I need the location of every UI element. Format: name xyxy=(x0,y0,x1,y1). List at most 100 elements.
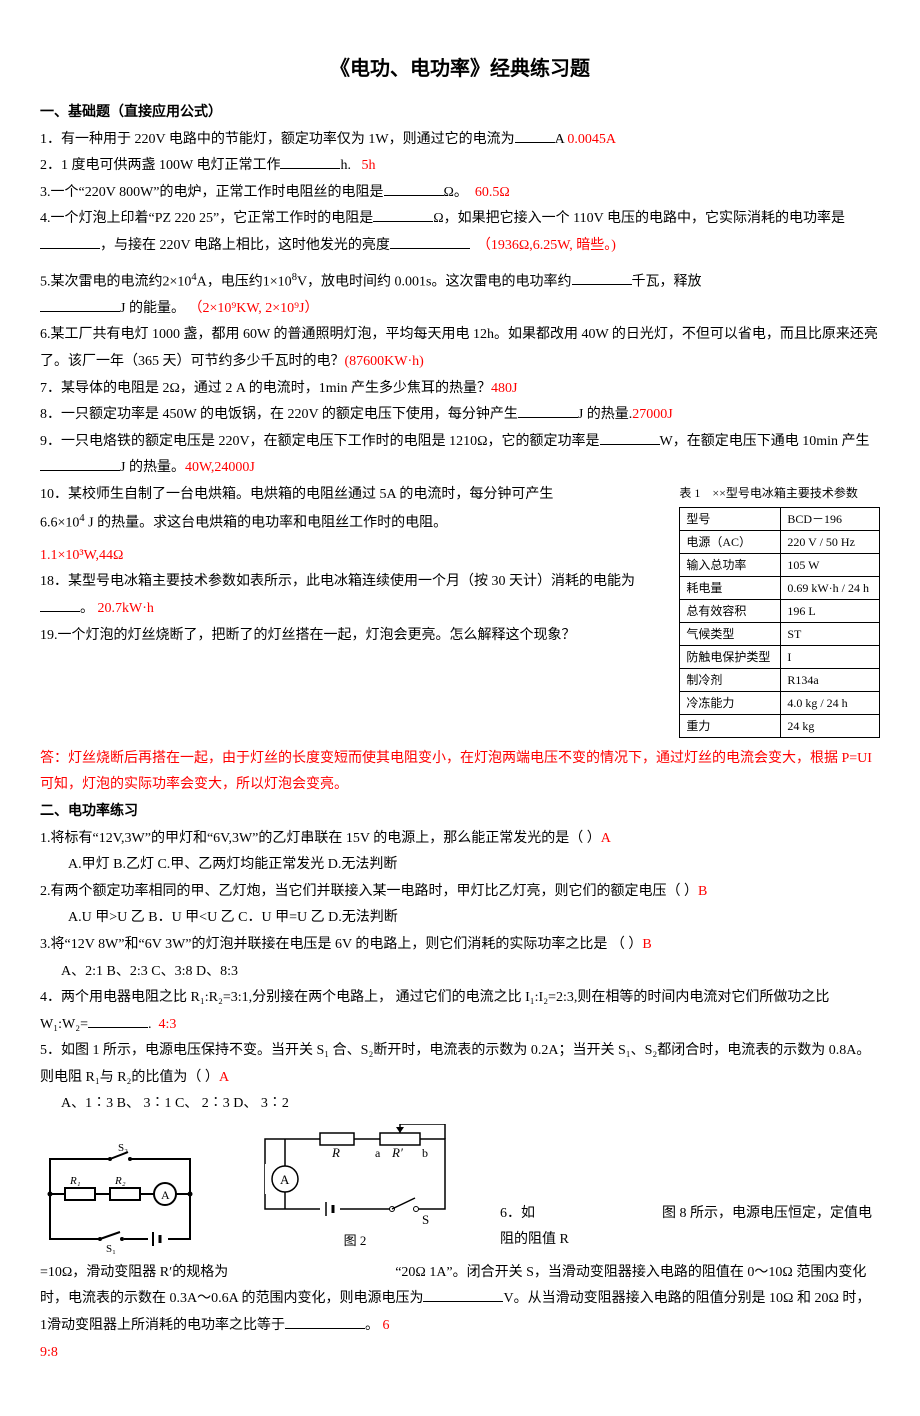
q5-text-d: 千瓦，释放 xyxy=(632,274,702,289)
s2q2-ans: B xyxy=(698,884,707,899)
q5-exp2a: 1×10 xyxy=(263,274,292,289)
c2-pa-label: a xyxy=(375,1146,381,1160)
blank xyxy=(572,270,632,285)
table-cell: 220 V / 50 Hz xyxy=(781,530,880,553)
s2-q3: 3.将“12V 8W”和“6V 3W”的灯泡并联接在电压是 6V 的电路上，则它… xyxy=(40,932,880,985)
q10-exp-a: 6.6×10 xyxy=(40,515,79,530)
table-cell: 耗电量 xyxy=(680,576,781,599)
s1-q2: 2．1 度电可供两盏 100W 电灯正常工作h. 5h xyxy=(40,153,880,180)
q9-ans: 40W,24000J xyxy=(185,460,255,475)
table-cell: ST xyxy=(781,622,880,645)
circuit-2: A R a R′ b xyxy=(250,1124,460,1229)
table-row: 型号BCD－196 xyxy=(680,507,880,530)
blank xyxy=(280,154,340,169)
q4-text-b: Ω，如果把它接入一个 110V 电压的电路中，它实际消耗的电功率是 xyxy=(433,211,845,226)
blank xyxy=(423,1287,503,1302)
s2q4-ans: 4:3 xyxy=(158,1017,176,1032)
s2-q4: 4．两个用电器电阻之比 R₁:R₂=3:1,分别接在两个电路上， 通过它们的电流… xyxy=(40,985,880,1038)
s1-q4: 4.一个灯泡上印着“PZ 220 25”，它正常工作时的电阻是 Ω，如果把它接入一… xyxy=(40,206,880,259)
table-row: 冷冻能力4.0 kg / 24 h xyxy=(680,691,880,714)
q10-text-a: 10．某校师生自制了一台电烘箱。电烘箱的电阻丝通过 5A 的电流时，每分钟可产生 xyxy=(40,487,553,502)
s2q4-text-b: . xyxy=(148,1017,152,1032)
s2q6-ans: 6 xyxy=(383,1318,390,1333)
q9-text-c: J 的热量。 xyxy=(120,460,185,475)
q4-text-c: ，与接在 220V 电路上相比，这时他发光的亮度 xyxy=(100,238,390,253)
c2-pb-label: b xyxy=(422,1146,428,1160)
spec-table-wrap: 表 1 ××型号电冰箱主要技术参数 型号BCD－196电源（AC）220 V /… xyxy=(679,482,880,738)
s2q6-text-a: =10Ω，滑动变阻器 R′的规格为 xyxy=(40,1265,228,1280)
s2q6-mid: 图 8 所示，电源电压恒定，定值电阻的阻值 R xyxy=(500,1206,872,1248)
s1-q7: 7．某导体的电阻是 2Ω，通过 2 A 的电流时，1min 产生多少焦耳的热量？… xyxy=(40,376,880,403)
c2-s-label: S xyxy=(422,1212,429,1227)
s1-q5: 5.某次雷电的电流约2×104A，电压约1×108V，放电时间约 0.001s。… xyxy=(40,268,880,323)
table-cell: 型号 xyxy=(680,507,781,530)
table-cell: BCD－196 xyxy=(781,507,880,530)
table-cell: 防触电保护类型 xyxy=(680,645,781,668)
s2q3-opts: A、2:1 B、2:3 C、3:8 D、8:3 xyxy=(40,959,880,986)
table-cell: 制冷剂 xyxy=(680,668,781,691)
s1-q8: 8．一只额定功率是 450W 的电饭锅，在 220V 的额定电压下使用，每分钟产… xyxy=(40,402,880,429)
q3-text-a: 3.一个“220V 800W”的电炉，正常工作时电阻丝的电阻是 xyxy=(40,185,384,200)
q4-text-a: 4.一个灯泡上印着“PZ 220 25”，它正常工作时的电阻是 xyxy=(40,211,373,226)
table-row: 输入总功率105 W xyxy=(680,553,880,576)
q3-ans: 60.5Ω xyxy=(475,185,510,200)
s2q1-text: 1.将标有“12V,3W”的甲灯和“6V,3W”的乙灯串联在 15V 的电源上，… xyxy=(40,831,601,846)
q7-ans: 480J xyxy=(491,381,517,396)
s2q3-ans: B xyxy=(642,937,651,952)
section-2: 二、电功率练习 1.将标有“12V,3W”的甲灯和“6V,3W”的乙灯串联在 1… xyxy=(40,799,880,1366)
table-cell: R134a xyxy=(781,668,880,691)
q2-text-b: h. xyxy=(340,158,351,173)
table-cell: 重力 xyxy=(680,714,781,737)
table-cell: 总有效容积 xyxy=(680,599,781,622)
s2-q6-body: =10Ω，滑动变阻器 R′的规格为 “20Ω 1A”。闭合开关 S，当滑动变阻器… xyxy=(40,1260,880,1340)
s2q6-ans2: 9:8 xyxy=(40,1340,880,1367)
blank xyxy=(390,234,470,249)
blank xyxy=(515,128,555,143)
table-cell: 冷冻能力 xyxy=(680,691,781,714)
table-cell: 24 kg xyxy=(781,714,880,737)
q19-ans: 答：灯丝烧断后再搭在一起，由于灯丝的长度变短而使其电阻变小，在灯泡两端电压不变的… xyxy=(40,746,880,799)
section-1: 一、基础题（直接应用公式） 1．有一种用于 220V 电路中的节能灯，额定功率仅… xyxy=(40,100,880,799)
c1-a-label: A xyxy=(161,1188,170,1202)
q19-text: 19.一个灯泡的灯丝烧断了，把断了的灯丝搭在一起，灯泡会更亮。怎么解释这个现象？ xyxy=(40,628,576,643)
table-cell: 105 W xyxy=(781,553,880,576)
s2-q2: 2.有两个额定功率相同的甲、乙灯炮，当它们并联接入某一电路时，甲灯比乙灯亮，则它… xyxy=(40,879,880,932)
q2-text-a: 2．1 度电可供两盏 100W 电灯正常工作 xyxy=(40,158,280,173)
q5-exp1a: 2×10 xyxy=(163,274,192,289)
s2q5-text: 5．如图 1 所示，电源电压保持不变。当开关 S₁ 合、S₂断开时，电流表的示数… xyxy=(40,1043,870,1085)
blank xyxy=(40,234,100,249)
s2-q6-inline: 6．如 图 8 所示，电源电压恒定，定值电阻的阻值 R xyxy=(500,1201,880,1254)
section2-header: 二、电功率练习 xyxy=(40,799,880,826)
s2q5-ans: A xyxy=(219,1070,229,1085)
s2q6-pre: 6．如 xyxy=(500,1206,535,1221)
c2-r-label: R xyxy=(331,1145,340,1160)
q5-ans: （2×10⁹KW, 2×10⁹J） xyxy=(188,301,318,316)
s1-q3: 3.一个“220V 800W”的电炉，正常工作时电阻丝的电阻是Ω。 60.5Ω xyxy=(40,180,880,207)
c1-r1-label: R₁ xyxy=(69,1175,81,1187)
table-row: 总有效容积196 L xyxy=(680,599,880,622)
s2q2-text: 2.有两个额定功率相同的甲、乙灯炮，当它们并联接入某一电路时，甲灯比乙灯亮，则它… xyxy=(40,884,698,899)
q5-text-c: V，放电时间约 0.001s。这次雷电的电功率约 xyxy=(297,274,572,289)
q10-text-b: J 的热量。求这台电烘箱的电功率和电阻丝工作时的电阻。 xyxy=(88,515,447,530)
blank xyxy=(373,207,433,222)
blank xyxy=(600,430,660,445)
table-cell: 输入总功率 xyxy=(680,553,781,576)
q1-ans: 0.0045A xyxy=(567,132,616,147)
s2q3-text: 3.将“12V 8W”和“6V 3W”的灯泡并联接在电压是 6V 的电路上，则它… xyxy=(40,937,642,952)
q5-text-e: J 的能量。 xyxy=(120,301,185,316)
table-row: 防触电保护类型I xyxy=(680,645,880,668)
q6-ans: (87600KW·h) xyxy=(345,354,424,369)
q1-text-a: 1．有一种用于 220V 电路中的节能灯，额定功率仅为 1W，则通过它的电流为 xyxy=(40,132,515,147)
blank xyxy=(88,1013,148,1028)
circuit-1: S₂ R₁ R₂ A S₁ xyxy=(40,1144,210,1254)
blank xyxy=(40,597,80,612)
figure-row: S₂ R₁ R₂ A S₁ xyxy=(40,1124,880,1254)
c2-a-label: A xyxy=(280,1172,290,1187)
blank xyxy=(40,297,120,312)
q8-text-a: 8．一只额定功率是 450W 的电饭锅，在 220V 的额定电压下使用，每分钟产… xyxy=(40,407,518,422)
s2q2-opts: A.U 甲>U 乙 B．U 甲<U 乙 C．U 甲=U 乙 D.无法判断 xyxy=(40,905,880,932)
s2q1-opts: A.甲灯 B.乙灯 C.甲、乙两灯均能正常发光 D.无法判断 xyxy=(40,852,880,879)
circuit-2-wrap: A R a R′ b xyxy=(250,1124,460,1254)
fig2-caption: 图 2 xyxy=(250,1229,460,1254)
s1-q6: 6.某工厂共有电灯 1000 盏，都用 60W 的普通照明灯泡，平均每天用电 1… xyxy=(40,322,880,375)
